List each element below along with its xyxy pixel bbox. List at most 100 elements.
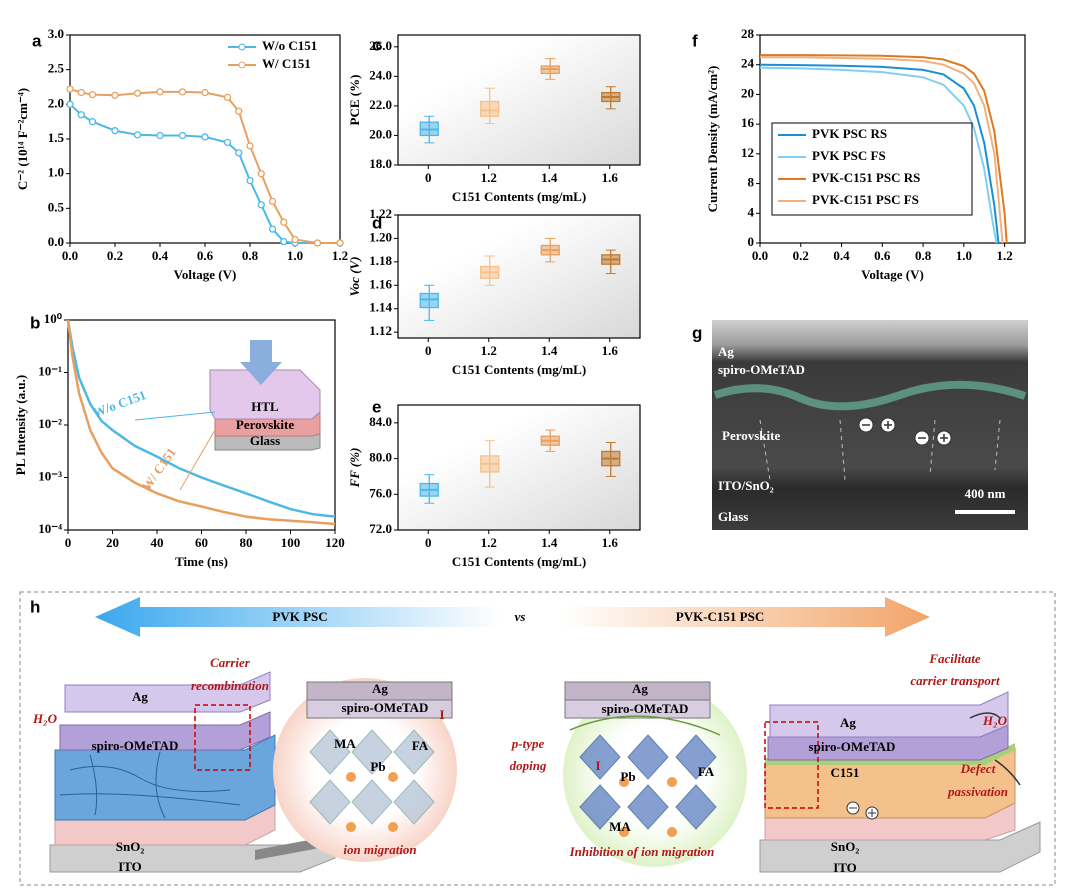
panel-label: g: [692, 323, 702, 342]
series-line: [759, 66, 998, 244]
schematic-label: Facilitate: [928, 651, 981, 666]
schematic-label: I: [439, 707, 444, 722]
series-marker: [66, 85, 74, 93]
series-marker: [280, 218, 288, 226]
schematic-label: MA: [609, 819, 631, 834]
x-tick-label: 80: [240, 535, 253, 550]
annotation: Perovskite: [236, 417, 294, 432]
plot-background: [398, 215, 640, 338]
plot-background: [398, 35, 640, 165]
x-axis-label: Voltage (V): [861, 267, 924, 282]
series-marker: [246, 176, 254, 185]
series-marker: [133, 89, 142, 97]
series-marker: [133, 131, 142, 139]
x-tick-label: 40: [151, 535, 164, 550]
y-tick-label: 20: [741, 85, 754, 100]
panel-label: c: [372, 35, 381, 54]
y-tick-label: 1.16: [369, 276, 392, 291]
series-marker: [235, 107, 243, 115]
y-axis-label: Voc (V): [347, 256, 362, 296]
series-line: [66, 319, 336, 526]
series-line: [759, 63, 1000, 244]
y-tick-label: 10⁻¹: [38, 363, 62, 378]
y-tick-label: 0.5: [48, 199, 65, 214]
series-line: [760, 54, 1008, 244]
x-tick-label: 1.6: [602, 535, 619, 550]
y-tick-label: 10⁻²: [38, 416, 62, 431]
layer-label: Perovskite: [722, 428, 780, 443]
x-tick-label: 1.2: [481, 535, 497, 550]
schematic-label: Carrier: [210, 655, 251, 670]
x-tick-label: 1.2: [332, 248, 348, 263]
panel-label: b: [30, 313, 40, 332]
y-tick-label: 8: [748, 175, 755, 190]
y-axis-label: C⁻² (10¹⁴ F⁻²cm⁻⁴): [15, 88, 30, 190]
y-axis-label: PL Intensity (a.u.): [13, 375, 28, 475]
x-tick-label: 1.2: [996, 248, 1012, 263]
y-axis-label: PCE (%): [347, 75, 362, 126]
x-tick-label: 1.4: [541, 343, 558, 358]
y-tick-label: 24.0: [369, 67, 392, 82]
schematic-label: Pb: [370, 759, 385, 774]
x-tick-label: 0: [425, 343, 432, 358]
y-axis-label: FF (%): [347, 448, 362, 489]
y-tick-label: 26.0: [369, 38, 392, 53]
series-marker: [111, 127, 119, 135]
x-tick-label: 1.4: [541, 535, 558, 550]
schematic-label: SnO₂: [116, 839, 145, 854]
y-tick-label: 28: [741, 26, 755, 41]
y-tick-label: 72.0: [369, 521, 392, 536]
annotation: W/o C151: [91, 387, 148, 420]
panel-label: e: [372, 397, 381, 416]
y-tick-label: 10⁻³: [38, 468, 62, 483]
legend-frame: [771, 122, 973, 216]
schematic-label: spiro-OMeTAD: [809, 739, 896, 754]
plot-frame: [397, 214, 641, 339]
series-line: [69, 88, 340, 244]
section-title: PVK PSC: [272, 609, 327, 624]
series-marker: [178, 131, 187, 140]
x-tick-label: 0.8: [242, 248, 259, 263]
legend-label: W/o C151: [262, 38, 317, 53]
series-marker: [178, 88, 187, 96]
legend-label: PVK PSC RS: [812, 126, 887, 141]
x-tick-label: 0.4: [152, 248, 169, 263]
schematic-label: MA: [334, 736, 356, 751]
x-tick-label: 0.4: [833, 248, 850, 263]
schematic-label: Ag: [632, 681, 648, 696]
schematic-label: Pb: [620, 769, 635, 784]
schematic-label: ion migration: [343, 842, 416, 857]
plot-frame: [397, 404, 641, 531]
schematic-label: SnO₂: [831, 839, 860, 854]
series-marker: [66, 100, 74, 108]
annotation: W/ C151: [139, 445, 179, 494]
series-marker: [268, 225, 277, 233]
schematic-label: ITO: [118, 859, 142, 874]
x-tick-label: 0: [65, 535, 72, 550]
x-tick-label: 0.8: [915, 248, 932, 263]
series-marker: [201, 133, 209, 141]
y-tick-label: 24: [741, 56, 755, 71]
schematic-label: recombination: [191, 678, 269, 693]
series-marker: [257, 170, 265, 178]
schematic-label: carrier transport: [910, 673, 1000, 688]
series-marker: [223, 93, 232, 102]
schematic-label: spiro-OMeTAD: [342, 700, 429, 715]
x-axis-label: Voltage (V): [174, 267, 237, 282]
y-tick-label: 1.14: [369, 300, 392, 315]
series-marker: [280, 237, 288, 246]
section-title: PVK-C151 PSC: [676, 609, 764, 624]
plot-frame: [759, 34, 1026, 244]
y-axis-label: Current Density (mA/cm²): [705, 66, 720, 213]
box: [419, 292, 439, 309]
y-tick-label: 10⁻⁴: [38, 521, 62, 536]
series-marker: [313, 239, 322, 247]
series-marker: [88, 90, 97, 99]
x-tick-label: 60: [195, 535, 208, 550]
x-tick-label: 0.6: [874, 248, 891, 263]
layer-label: Ag: [718, 344, 734, 359]
schematic-label: spiro-OMeTAD: [602, 701, 689, 716]
x-tick-label: 1.6: [602, 170, 619, 185]
series-line: [66, 319, 336, 518]
y-tick-label: 3.0: [48, 26, 64, 41]
